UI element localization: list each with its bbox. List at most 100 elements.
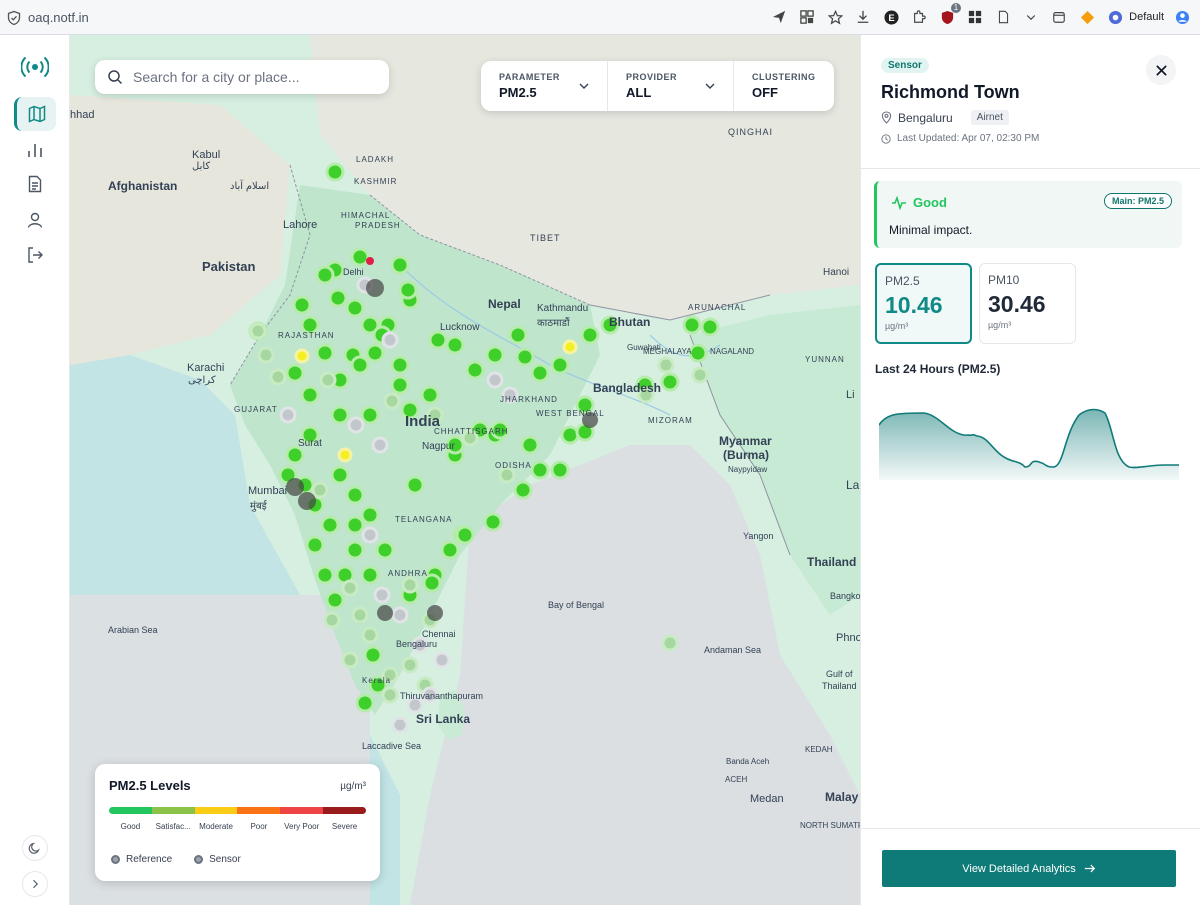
bar-chart-icon <box>28 144 42 157</box>
search-icon <box>108 70 123 85</box>
parameter-select[interactable]: PARAMETER PM2.5 <box>481 61 607 111</box>
chart-title: Last 24 Hours (PM2.5) <box>875 362 1001 376</box>
map-label: GUJARAT <box>234 405 278 414</box>
divider <box>861 828 1200 829</box>
map-label: Malay <box>825 790 859 804</box>
user-icon <box>27 212 43 228</box>
map-label: CHHATTISGARH <box>434 427 509 436</box>
page-icon[interactable] <box>993 7 1013 27</box>
map-label: کابل <box>192 161 211 172</box>
chevron-down-icon[interactable] <box>1021 7 1041 27</box>
legend-marker-types: Reference Sensor <box>111 854 241 865</box>
sparkline-line <box>879 408 1179 469</box>
map-label: Andaman Sea <box>704 645 762 655</box>
map-label: KASHMIR <box>354 177 398 186</box>
filter-value: OFF <box>752 85 778 100</box>
legend-swatch-satisfactory <box>151 807 195 814</box>
sensor-dot-icon <box>194 855 204 864</box>
expand-sidebar-button[interactable] <box>22 871 48 897</box>
metric-card-pm10[interactable]: PM10 30.46 µg/m³ <box>979 263 1076 344</box>
left-sidebar <box>0 35 70 905</box>
search-input[interactable] <box>133 69 373 85</box>
broadcast-logo-icon[interactable] <box>21 53 49 81</box>
provider-select[interactable]: PROVIDER ALL <box>607 61 733 111</box>
map-label: کراچی <box>188 375 216 386</box>
legend-labels: Good Satisfac... Moderate Poor Very Poor… <box>109 822 366 831</box>
map-canvas[interactable] <box>70 35 860 905</box>
map-label: ARUNACHAL <box>688 303 747 312</box>
reference-dot-icon <box>111 855 120 864</box>
bookmark-star-icon[interactable] <box>825 7 845 27</box>
close-panel-button[interactable] <box>1146 55 1176 85</box>
metric-card-pm25[interactable]: PM2.5 10.46 µg/m³ <box>875 263 972 344</box>
download-icon[interactable] <box>853 7 873 27</box>
pm25-24h-sparkline[interactable] <box>879 405 1179 480</box>
metric-name: PM2.5 <box>885 274 920 288</box>
map-label: India <box>405 413 441 430</box>
url-bar[interactable]: oaq.notf.in <box>28 10 89 25</box>
clustering-toggle[interactable]: CLUSTERING OFF <box>733 61 834 111</box>
legend-color-scale <box>109 807 366 814</box>
map-label: Bangkok <box>830 591 860 601</box>
search-bar[interactable] <box>95 60 389 94</box>
send-icon[interactable] <box>769 7 789 27</box>
map-label: La <box>846 478 860 492</box>
nav-profile[interactable] <box>14 203 56 237</box>
map-label: TELANGANA <box>395 515 453 524</box>
map-label: JHARKHAND <box>500 395 558 404</box>
nav-analytics[interactable] <box>14 133 56 167</box>
map-label: Thailand <box>807 555 857 569</box>
map-label: Thiruvananthapuram <box>400 691 484 701</box>
map-label: Nagpur <box>422 441 455 452</box>
map-label: Lahore <box>283 219 318 231</box>
legend-swatch-poor <box>237 807 281 814</box>
puzzle-icon[interactable] <box>909 7 929 27</box>
site-info-icon[interactable] <box>6 10 22 26</box>
nav-map[interactable] <box>14 97 56 131</box>
theme-toggle[interactable] <box>22 835 48 861</box>
last-updated: Last Updated: Apr 07, 02:30 PM <box>881 133 1039 144</box>
apps-grid-icon[interactable] <box>797 7 817 27</box>
nav-reports[interactable] <box>14 167 56 201</box>
map-view[interactable]: Afghanistan Kabul کابل اسلام آباد Pakist… <box>70 35 860 905</box>
view-analytics-button[interactable]: View Detailed Analytics <box>882 850 1176 887</box>
profile-switch-icon[interactable] <box>1105 7 1125 27</box>
sensor-markers[interactable] <box>248 162 720 734</box>
map-label: Medan <box>750 793 784 805</box>
map-label: Bay of Bengal <box>548 600 605 610</box>
legend-swatch-good <box>109 807 152 814</box>
map-label: RAJASTHAN <box>278 331 335 340</box>
map-label: اسلام آباد <box>230 181 270 192</box>
station-name: Richmond Town <box>881 82 1020 102</box>
map-label: KEDAH <box>805 745 833 754</box>
extension-e-icon[interactable]: E <box>881 7 901 27</box>
extension-diamond-icon[interactable] <box>1077 7 1097 27</box>
map-label: Kabul <box>192 149 221 161</box>
nav-logout[interactable] <box>14 238 56 272</box>
filter-value: ALL <box>626 85 652 100</box>
profile-label[interactable]: Default <box>1129 11 1164 23</box>
legend-level: Moderate <box>199 822 233 831</box>
archive-icon[interactable] <box>1049 7 1069 27</box>
account-avatar-icon[interactable] <box>1172 7 1192 27</box>
map-label: Hanoi <box>823 267 850 278</box>
map-label: YUNNAN <box>805 355 845 364</box>
map-label: काठमाडौं <box>537 318 570 329</box>
map-label: Mumbai <box>248 485 288 497</box>
station-type-badge: Sensor <box>881 58 929 73</box>
close-icon <box>1155 64 1167 76</box>
map-label: Bengaluru <box>396 639 438 649</box>
browser-toolbar: oaq.notf.in E 1 <box>0 0 1200 35</box>
legend-type-label: Reference <box>126 854 173 865</box>
dashboard-icon[interactable] <box>965 7 985 27</box>
arrow-right-icon <box>1084 864 1095 873</box>
legend-type-sensor: Sensor <box>194 854 241 865</box>
metric-name: PM10 <box>988 273 1020 287</box>
map-label: WEST BENGAL <box>536 409 605 418</box>
map-label: Sri Lanka <box>416 712 471 726</box>
ublock-icon[interactable]: 1 <box>937 3 962 27</box>
map-label: Chennai <box>422 629 456 639</box>
provider-tag: Airnet <box>970 110 1009 125</box>
station-location: Bengaluru Airnet <box>881 110 1009 125</box>
map-label: QINGHAI <box>728 127 774 137</box>
